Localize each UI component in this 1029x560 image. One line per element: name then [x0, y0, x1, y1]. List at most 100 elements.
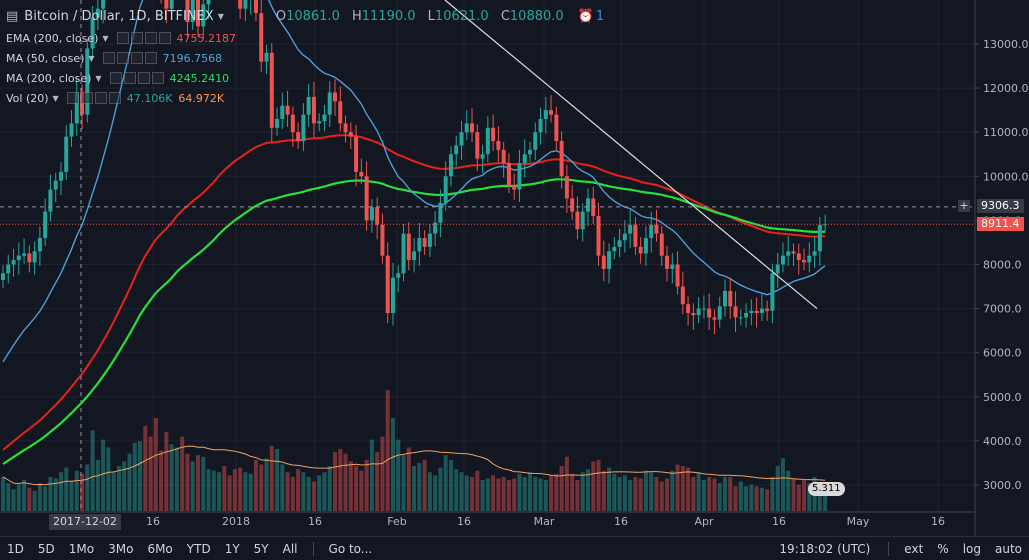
gear-icon[interactable] — [123, 72, 136, 84]
candle-body — [74, 92, 79, 124]
volume-bar — [243, 472, 248, 511]
candle-body — [628, 224, 633, 234]
candle-body — [701, 308, 706, 310]
volume-bar — [506, 480, 511, 511]
volume-bar — [691, 476, 696, 511]
candle-body — [422, 238, 427, 247]
candle-body — [807, 255, 812, 263]
volume-bar — [617, 476, 622, 511]
candle-body — [522, 154, 527, 164]
alarm-clock-icon[interactable]: ⏰ 1 — [577, 8, 605, 24]
volume-bar — [48, 476, 53, 511]
candle-body — [475, 132, 480, 159]
volume-bar — [775, 466, 780, 511]
plus-icon[interactable] — [130, 52, 143, 64]
range-5y[interactable]: 5Y — [253, 541, 269, 556]
candle-body — [364, 176, 369, 221]
gear-icon[interactable] — [116, 52, 129, 64]
indicator-ma50[interactable]: MA (50, close) ▼ 7196.7568 — [6, 48, 604, 68]
time-axis[interactable]: 16 2018 16 Feb 16 Mar 16 Apr 16 May 16 — [0, 511, 975, 528]
volume-bar — [127, 453, 132, 511]
close-icon[interactable] — [158, 32, 171, 44]
eye-icon[interactable] — [109, 72, 122, 84]
volume-bar — [417, 462, 422, 511]
volume-bar — [248, 473, 253, 511]
eye-icon[interactable] — [66, 92, 79, 104]
volume-bar — [485, 478, 490, 511]
candle-body — [670, 264, 675, 269]
candle-body — [348, 132, 353, 137]
plus-icon[interactable]: + — [958, 199, 970, 212]
close-icon[interactable] — [151, 72, 164, 84]
candle-body — [470, 123, 475, 133]
chevron-down-icon[interactable]: ▼ — [88, 53, 95, 63]
close-icon[interactable] — [108, 92, 121, 104]
volume-bar — [786, 470, 791, 511]
volume-bar — [675, 464, 680, 511]
y-tick-label: 7000.0 — [983, 303, 1022, 316]
indicator-buttons[interactable] — [109, 72, 164, 84]
moving-average-lines — [2, 0, 826, 465]
volume-bar — [517, 473, 522, 511]
close-icon[interactable] — [144, 52, 157, 64]
volume-bar — [280, 464, 285, 511]
low-value: 10621.0 — [434, 8, 489, 24]
eye-icon[interactable] — [102, 52, 115, 64]
chevron-down-icon[interactable]: ▼ — [52, 93, 59, 103]
chevron-down-icon[interactable]: ▼ — [95, 73, 102, 83]
open-value: 10861.0 — [286, 8, 340, 24]
indicator-volume[interactable]: Vol (20) ▼ 47.106K 64.972K — [6, 88, 604, 108]
volume-bar — [195, 455, 200, 511]
candle-body — [617, 240, 622, 247]
candle-body — [744, 313, 749, 318]
volume-bar — [601, 470, 606, 511]
candle-body — [190, 0, 195, 22]
plus-icon[interactable] — [144, 32, 157, 44]
indicator-buttons[interactable] — [66, 92, 121, 104]
drawn-trendline — [444, 0, 818, 310]
range-1mo[interactable]: 1Mo — [68, 541, 95, 556]
auto-toggle[interactable]: auto — [994, 541, 1022, 556]
menu-icon[interactable]: ▤ — [6, 8, 19, 24]
flag-badge[interactable]: 5.311 — [808, 482, 845, 496]
range-3mo[interactable]: 3Mo — [108, 541, 134, 556]
range-1d[interactable]: 1D — [7, 541, 24, 556]
candle-body — [538, 118, 543, 133]
candle-body — [438, 202, 443, 223]
chevron-down-icon[interactable]: ▼ — [102, 33, 109, 43]
volume-bar — [728, 476, 733, 511]
eye-icon[interactable] — [116, 32, 129, 44]
range-6mo[interactable]: 6Mo — [147, 541, 173, 556]
indicator-buttons[interactable] — [102, 52, 157, 64]
candle-body — [570, 198, 575, 212]
range-ytd[interactable]: YTD — [186, 541, 211, 556]
range-1y[interactable]: 1Y — [224, 541, 240, 556]
plus-icon[interactable] — [94, 92, 107, 104]
indicator-buttons[interactable] — [116, 32, 171, 44]
ext-toggle[interactable]: ext — [904, 541, 924, 556]
log-toggle[interactable]: log — [962, 541, 981, 556]
gear-icon[interactable] — [130, 32, 143, 44]
range-all[interactable]: All — [282, 541, 298, 556]
symbol-title[interactable]: Bitcoin / Dollar, 1D, BITFINEX — [24, 8, 214, 24]
y-tick-label: 5000.0 — [983, 391, 1022, 404]
candle-body — [327, 92, 332, 115]
volume-bar — [480, 480, 485, 511]
indicator-ema200[interactable]: EMA (200, close) ▼ 4755.2187 — [6, 28, 604, 48]
candle-body — [417, 238, 422, 252]
volume-bar — [275, 449, 280, 511]
percent-toggle[interactable]: % — [937, 541, 949, 556]
candle-body — [333, 92, 338, 102]
candle-body — [543, 110, 548, 119]
candle-body — [448, 154, 453, 177]
goto-button[interactable]: Go to... — [328, 541, 373, 556]
candle-body — [728, 290, 733, 307]
indicator-ma200[interactable]: MA (200, close) ▼ 4245.2410 — [6, 68, 604, 88]
gear-icon[interactable] — [80, 92, 93, 104]
volume-bar — [707, 476, 712, 511]
chevron-down-icon[interactable]: ▼ — [217, 11, 224, 21]
plus-icon[interactable] — [137, 72, 150, 84]
volume-bar — [570, 473, 575, 511]
range-5d[interactable]: 5D — [37, 541, 55, 556]
